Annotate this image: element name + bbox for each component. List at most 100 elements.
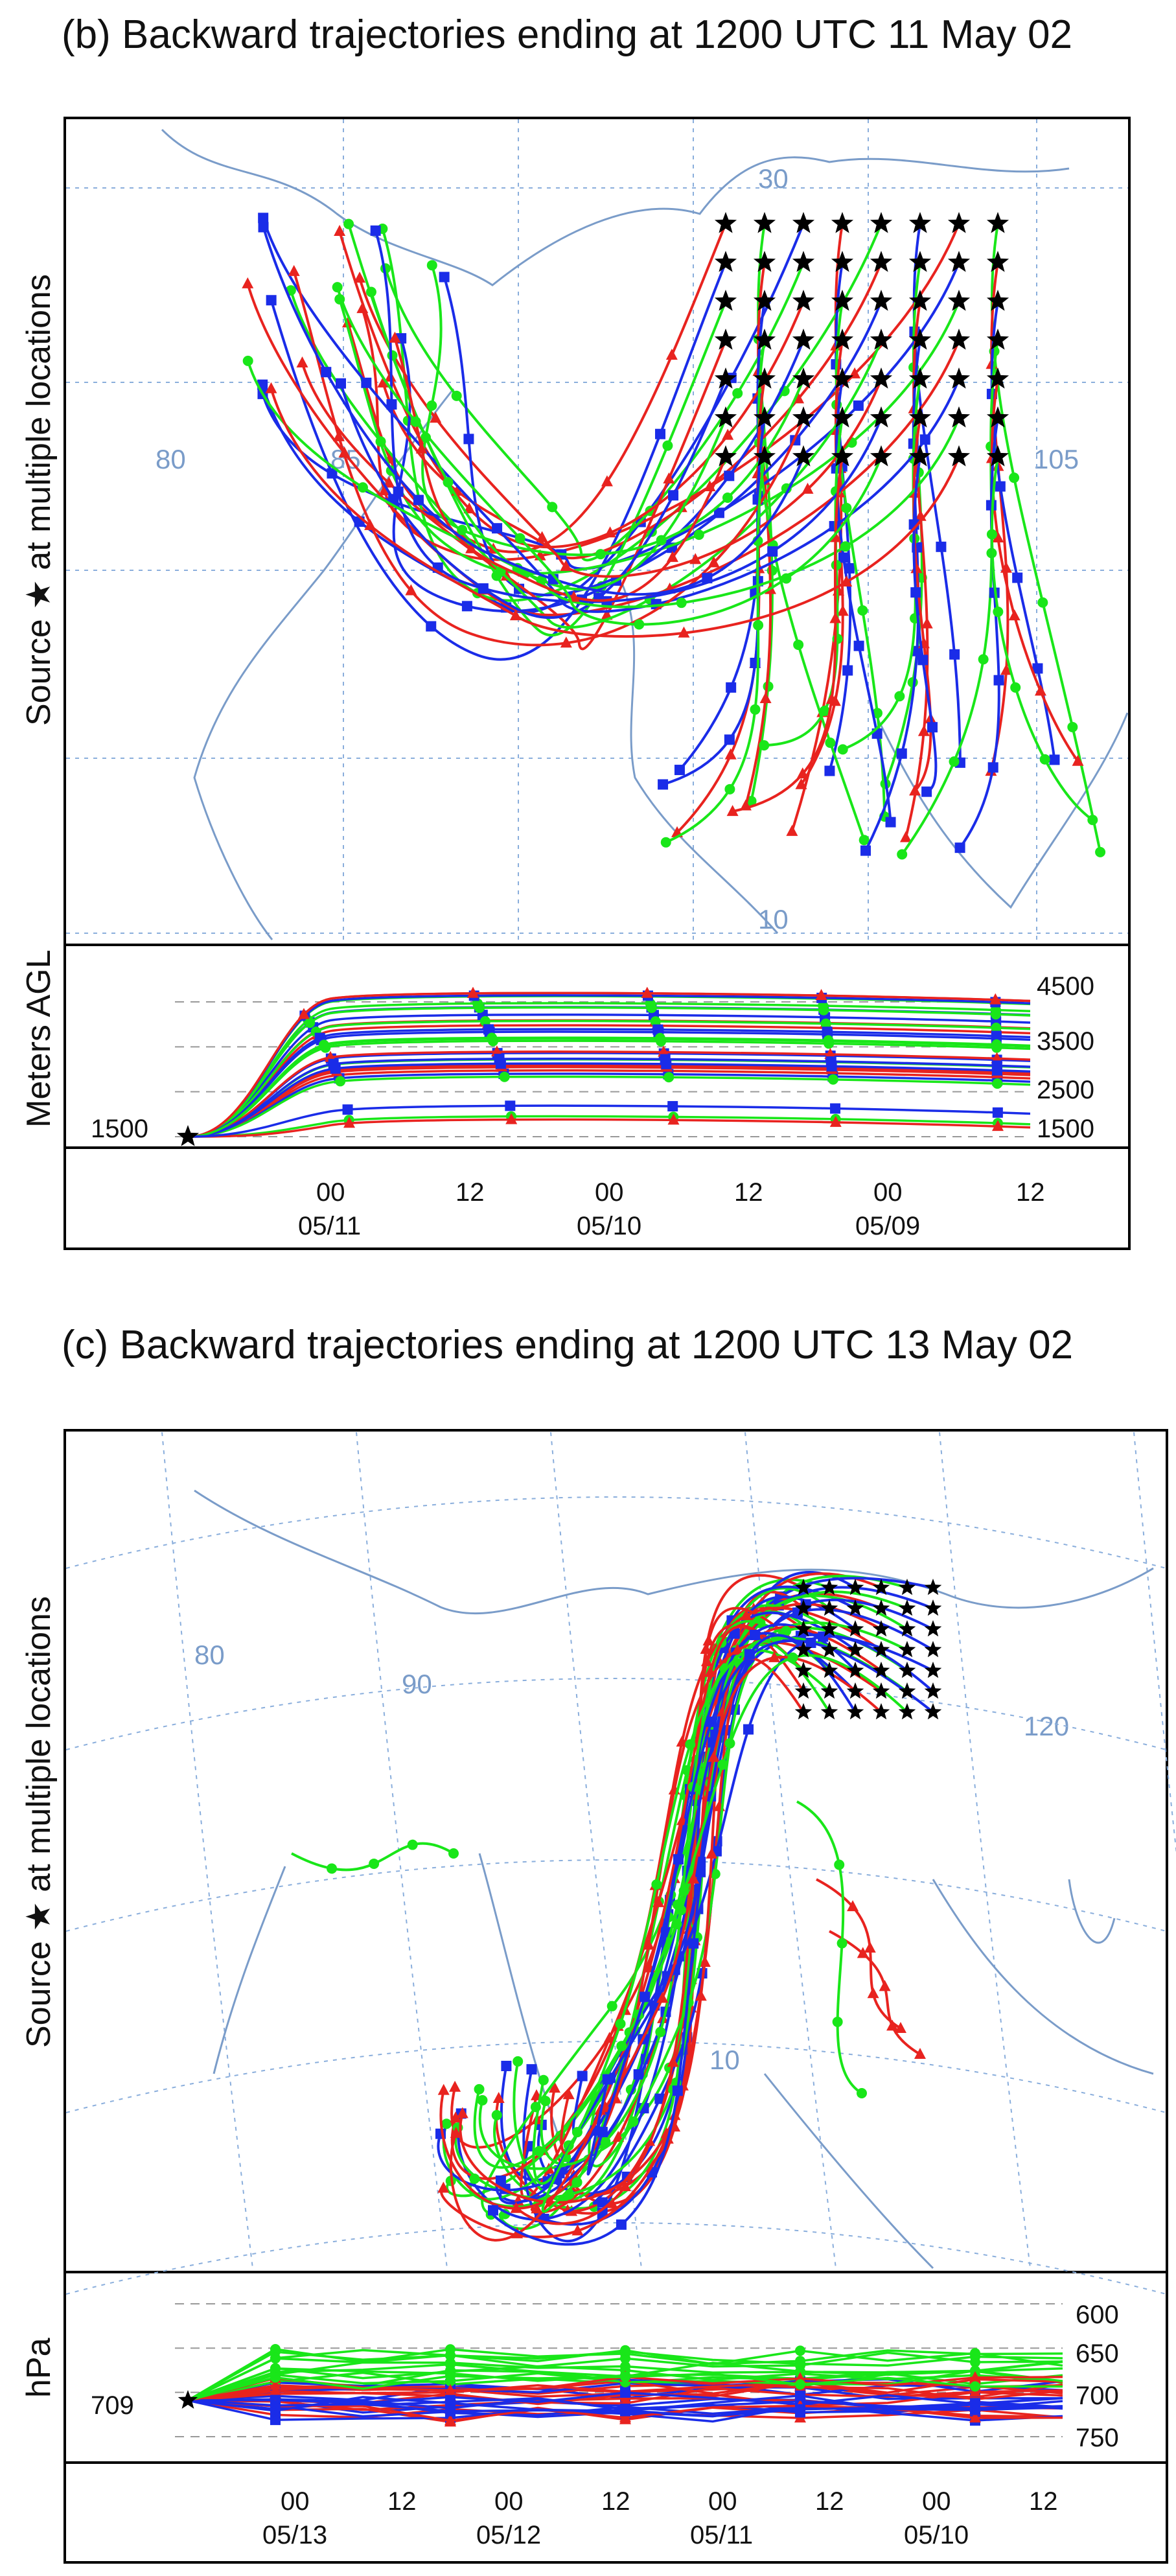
height-trajectory-marker (505, 1113, 518, 1124)
source-star (820, 1599, 838, 1616)
trajectory-line (829, 1930, 921, 2056)
trajectory-marker (840, 541, 851, 552)
trajectory-marker (441, 2118, 452, 2129)
panel-b-hour-tick: 00 (595, 1178, 624, 1207)
trajectory-marker (886, 2019, 899, 2031)
trajectory-marker (832, 633, 843, 644)
trajectory-marker (1012, 572, 1023, 583)
trajectory-marker (729, 1628, 740, 1639)
trajectory-line (990, 301, 1056, 760)
source-star (986, 445, 1009, 467)
trajectory-marker (1095, 846, 1106, 857)
trajectory-marker (378, 484, 391, 496)
source-star (820, 1579, 838, 1595)
trajectory-marker (867, 1987, 879, 1999)
panel-b-ytick: 2500 (1037, 1076, 1094, 1104)
trajectory-marker (717, 1759, 728, 1770)
panel-c-ytick: 650 (1076, 2339, 1119, 2368)
trajectory-marker (628, 2116, 639, 2127)
source-star (947, 329, 971, 350)
trajectory-marker (501, 2060, 512, 2071)
panel-c-hour-tick: 12 (1029, 2487, 1058, 2516)
trajectory-marker (547, 502, 558, 513)
trajectory-marker (258, 222, 269, 233)
pressure-trajectory-marker (970, 2404, 980, 2415)
height-trajectory-marker (826, 1061, 837, 1072)
height-trajectory-marker (305, 1017, 316, 1028)
panel-b-lat-label-30: 30 (758, 163, 789, 194)
trajectory-marker (514, 533, 525, 544)
trajectory-marker (993, 675, 1004, 686)
panel-c-hour-tick: 00 (494, 2487, 524, 2516)
pressure-source-star (178, 2390, 198, 2409)
pressure-trajectory-marker (445, 2350, 455, 2361)
height-trajectory-marker (505, 1100, 516, 1111)
trajectory-marker (634, 619, 645, 630)
source-star (924, 1662, 942, 1678)
trajectory-marker (332, 282, 343, 293)
trajectory-marker (706, 1847, 718, 1859)
height-trajectory-marker (830, 1103, 841, 1114)
pressure-trajectory-marker (445, 2406, 455, 2417)
height-trajectory-marker (827, 1074, 838, 1085)
pressure-trajectory-marker (970, 2381, 980, 2392)
trajectory-line (489, 1634, 857, 2246)
trajectory-marker (1009, 472, 1020, 483)
trajectory-marker (949, 756, 960, 767)
trajectory-marker (1010, 682, 1021, 693)
trajectory-marker (604, 526, 616, 538)
panel-b-date-tick: 05/11 (298, 1212, 362, 1240)
trajectory-marker (332, 430, 345, 441)
trajectory-marker (899, 831, 912, 842)
source-star (870, 445, 893, 467)
pressure-trajectory-marker (795, 2345, 805, 2356)
source-star (986, 367, 1009, 389)
trajectory-marker (1034, 684, 1046, 696)
trajectory-marker (829, 612, 842, 623)
source-star (872, 1641, 890, 1658)
trajectory-marker (695, 1990, 707, 2001)
trajectory-marker (1000, 664, 1013, 675)
source-star (794, 1662, 813, 1678)
source-star (898, 1620, 916, 1637)
panel-b-lon-label-80: 80 (156, 444, 186, 474)
panel-b-hour-tick: 12 (455, 1178, 485, 1207)
trajectory-marker (1037, 597, 1048, 608)
trajectory-marker (548, 2082, 560, 2093)
source-star (872, 1682, 890, 1699)
trajectory-marker (258, 213, 269, 224)
pressure-trajectory-marker (969, 2411, 981, 2423)
source-star (820, 1662, 838, 1678)
trajectory-marker (992, 531, 1004, 543)
height-trajectory-line (187, 1019, 1031, 1138)
pressure-trajectory-marker (620, 2345, 630, 2356)
height-trajectory-marker (654, 1032, 665, 1043)
trajectory-marker (534, 2146, 545, 2157)
height-trajectory-marker (823, 1035, 834, 1046)
source-star (846, 1662, 864, 1678)
trajectory-marker (824, 765, 835, 776)
trajectory-marker (838, 552, 849, 563)
panel-b-date-tick: 05/10 (577, 1212, 642, 1240)
trajectory-marker (897, 849, 908, 860)
source-star (872, 1579, 890, 1595)
trajectory-marker (702, 573, 713, 584)
source-star (870, 406, 893, 428)
trajectory-marker (666, 551, 678, 563)
panel-b-hour-tick: 12 (1016, 1178, 1045, 1207)
trajectory-marker (296, 356, 308, 367)
trajectory-marker (511, 2227, 524, 2238)
trajectory-marker (879, 1980, 891, 1991)
trajectory-marker (642, 1938, 654, 1950)
source-star (831, 212, 854, 233)
height-trajectory-marker (992, 1107, 1003, 1118)
panel-c-date-tick: 05/11 (690, 2521, 754, 2549)
source-star (794, 1641, 813, 1658)
source-star (898, 1641, 916, 1658)
trajectory-marker (383, 476, 395, 488)
trajectory-marker (474, 2083, 485, 2094)
source-star (820, 1703, 838, 1720)
source-star (898, 1682, 916, 1699)
height-trajectory-marker (991, 1030, 1002, 1041)
trajectory-marker (448, 1848, 459, 1859)
